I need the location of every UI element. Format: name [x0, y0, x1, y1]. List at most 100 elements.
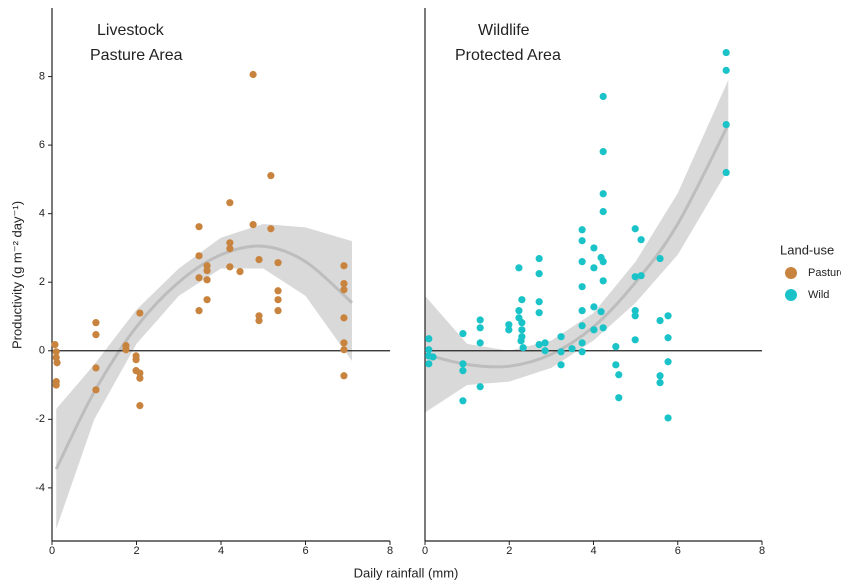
point — [425, 346, 433, 354]
point — [505, 321, 513, 329]
point — [476, 316, 484, 324]
confidence-band — [56, 223, 352, 530]
point — [535, 309, 543, 317]
x-tick-label: 0 — [49, 545, 55, 557]
point — [226, 245, 234, 253]
point — [590, 244, 598, 252]
point — [557, 348, 565, 356]
point — [459, 360, 467, 368]
point — [557, 333, 565, 341]
point — [518, 333, 526, 341]
y-tick-label: 0 — [39, 345, 45, 357]
point — [203, 296, 211, 304]
point — [226, 199, 234, 207]
point — [656, 254, 664, 263]
point — [535, 298, 543, 306]
point — [597, 308, 605, 316]
point — [459, 330, 467, 338]
point — [195, 307, 203, 315]
point — [255, 255, 263, 264]
point — [92, 331, 100, 339]
point — [535, 254, 543, 263]
point — [612, 343, 620, 351]
point — [664, 334, 672, 342]
point — [274, 287, 282, 295]
point — [236, 267, 244, 276]
fit-line — [424, 123, 730, 369]
point — [136, 374, 144, 382]
point — [557, 361, 565, 369]
point — [637, 272, 645, 280]
point — [195, 223, 203, 231]
point — [631, 312, 639, 320]
legend-swatch — [785, 289, 797, 301]
legend-label: Pasture — [808, 267, 841, 279]
panel-title: Livestock — [97, 22, 165, 39]
point — [518, 319, 526, 327]
point — [599, 92, 607, 101]
point — [722, 48, 730, 57]
point — [136, 402, 144, 410]
point — [226, 263, 234, 271]
point — [599, 148, 607, 156]
point — [722, 66, 730, 74]
y-axis-label: Productivity (g m⁻² day⁻¹) — [9, 201, 24, 349]
y-tick-label: 8 — [39, 70, 45, 82]
point — [518, 296, 526, 304]
point — [599, 258, 607, 266]
legend-swatch — [785, 267, 797, 279]
point — [541, 347, 549, 355]
point — [340, 314, 348, 322]
point — [631, 273, 639, 281]
point — [578, 322, 586, 330]
point — [136, 369, 144, 377]
point — [637, 236, 645, 244]
point — [535, 340, 543, 349]
point — [195, 274, 203, 282]
point — [476, 339, 484, 347]
point — [599, 324, 607, 332]
x-tick-label: 0 — [422, 545, 428, 557]
point — [599, 208, 607, 216]
point — [578, 258, 586, 266]
confidence-band — [425, 79, 729, 413]
point — [631, 307, 639, 315]
point — [656, 379, 664, 387]
point — [52, 381, 60, 389]
point — [136, 309, 144, 317]
point — [631, 225, 639, 233]
point — [340, 339, 348, 347]
point — [425, 335, 433, 343]
point — [195, 252, 203, 260]
y-tick-label: 2 — [39, 276, 45, 288]
point — [340, 286, 348, 294]
point — [664, 312, 672, 320]
point — [519, 344, 527, 352]
point — [476, 383, 484, 391]
y-tick-label: 4 — [39, 208, 45, 220]
point — [51, 340, 59, 349]
point — [615, 394, 623, 402]
point — [515, 264, 523, 272]
legend-title: Land-use — [780, 242, 834, 257]
point — [122, 346, 130, 354]
point — [132, 356, 140, 364]
x-tick-label: 4 — [218, 545, 224, 557]
x-tick-label: 6 — [675, 545, 681, 557]
point — [599, 277, 607, 285]
point — [274, 296, 282, 304]
point — [226, 239, 234, 247]
point — [578, 339, 586, 347]
y-tick-label: -2 — [35, 413, 45, 425]
x-tick-label: 6 — [302, 545, 308, 557]
point — [612, 361, 620, 369]
point — [590, 264, 598, 272]
point — [203, 266, 211, 275]
x-tick-label: 2 — [133, 545, 139, 557]
x-tick-label: 8 — [387, 545, 393, 557]
point — [578, 348, 586, 356]
point — [249, 70, 257, 79]
point — [274, 307, 282, 315]
y-tick-label: -4 — [35, 482, 45, 494]
